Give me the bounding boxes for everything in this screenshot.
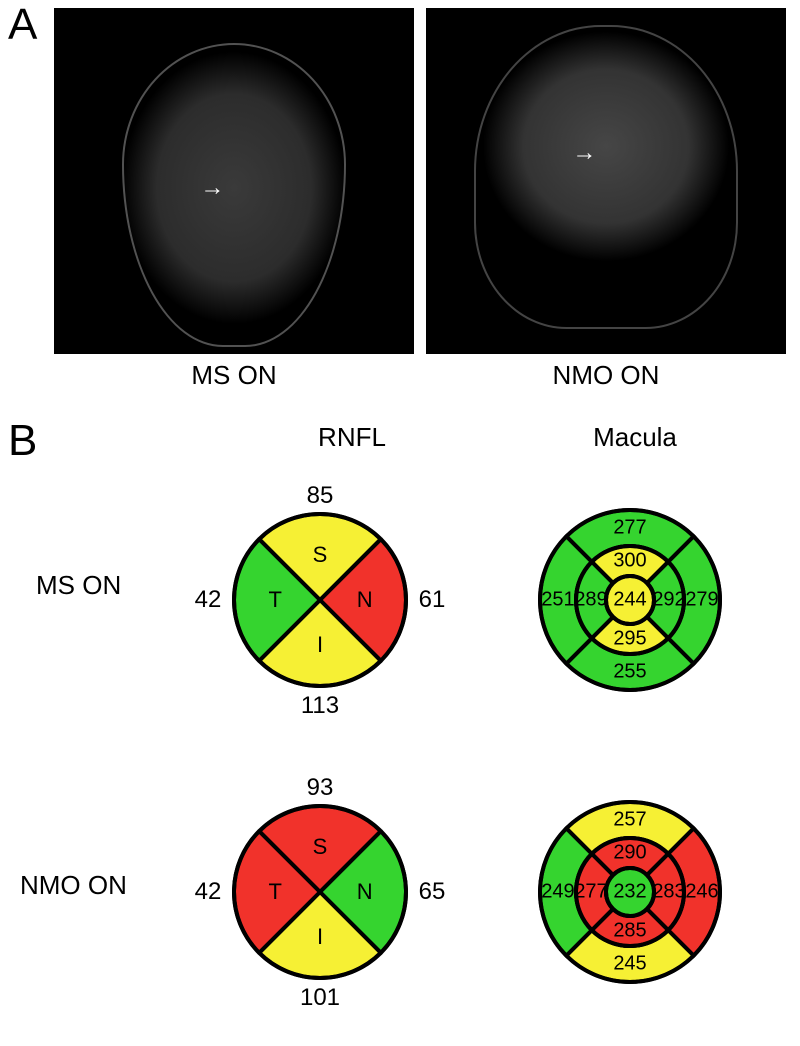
mri-axial-image — [54, 8, 414, 354]
mri-coronal-box: → — [426, 8, 786, 354]
rnfl-val-I: 113 — [301, 692, 339, 720]
mac-inner-T: 277 — [574, 881, 607, 904]
row-label-nmo: NMO ON — [20, 870, 127, 901]
mac-inner-N: 292 — [652, 589, 685, 612]
mri-caption-right: NMO ON — [426, 360, 786, 391]
mac-center: 232 — [613, 881, 646, 904]
rnfl-val-T: 42 — [195, 586, 222, 614]
macula-chart-ms: 244 300 292 295 289 277 279 255 251 — [500, 470, 760, 730]
rnfl-seg-N: N — [357, 879, 373, 905]
mri-caption-left: MS ON — [54, 360, 414, 391]
mac-outer-N: 246 — [685, 881, 718, 904]
mri-coronal-image — [426, 8, 786, 354]
mac-outer-N: 279 — [685, 589, 718, 612]
rnfl-val-N: 61 — [419, 586, 446, 614]
rnfl-val-S: 85 — [307, 482, 334, 510]
rnfl-val-I: 101 — [300, 984, 340, 1012]
rnfl-seg-S: S — [313, 834, 328, 860]
mac-inner-S: 290 — [613, 842, 646, 865]
mac-inner-T: 289 — [574, 589, 607, 612]
mac-inner-I: 295 — [613, 628, 646, 651]
mac-outer-T: 249 — [541, 881, 574, 904]
mri-axial-arrow: → — [200, 174, 224, 202]
mac-center: 244 — [613, 589, 646, 612]
mac-outer-S: 257 — [613, 809, 646, 832]
panel-a-label: A — [8, 0, 37, 50]
rnfl-seg-N: N — [357, 587, 373, 613]
rnfl-val-S: 93 — [307, 774, 334, 802]
mri-coronal-arrow: → — [572, 139, 596, 167]
mac-outer-T: 251 — [541, 589, 574, 612]
rnfl-val-N: 65 — [419, 878, 446, 906]
rnfl-seg-T: T — [269, 587, 282, 613]
mac-outer-I: 255 — [613, 661, 646, 684]
mac-inner-S: 300 — [613, 550, 646, 573]
col-header-macula: Macula — [535, 422, 735, 453]
mac-inner-N: 283 — [652, 881, 685, 904]
rnfl-seg-S: S — [313, 542, 328, 568]
mri-row: → → — [54, 8, 786, 354]
mri-axial-box: → — [54, 8, 414, 354]
mac-outer-I: 245 — [613, 953, 646, 976]
rnfl-seg-I: I — [317, 632, 323, 658]
rnfl-chart-ms: S N I T 85 61 113 42 — [190, 470, 450, 730]
row-label-ms: MS ON — [36, 570, 121, 601]
rnfl-chart-nmo: S N I T 93 65 101 42 — [190, 762, 450, 1022]
mac-inner-I: 285 — [613, 920, 646, 943]
col-header-rnfl: RNFL — [252, 422, 452, 453]
mac-outer-S: 277 — [613, 517, 646, 540]
rnfl-seg-I: I — [317, 924, 323, 950]
rnfl-seg-T: T — [269, 879, 282, 905]
rnfl-val-T: 42 — [195, 878, 222, 906]
panel-b-label: B — [8, 416, 37, 466]
macula-chart-nmo: 232 290 283 285 277 257 246 245 249 — [500, 762, 760, 1022]
